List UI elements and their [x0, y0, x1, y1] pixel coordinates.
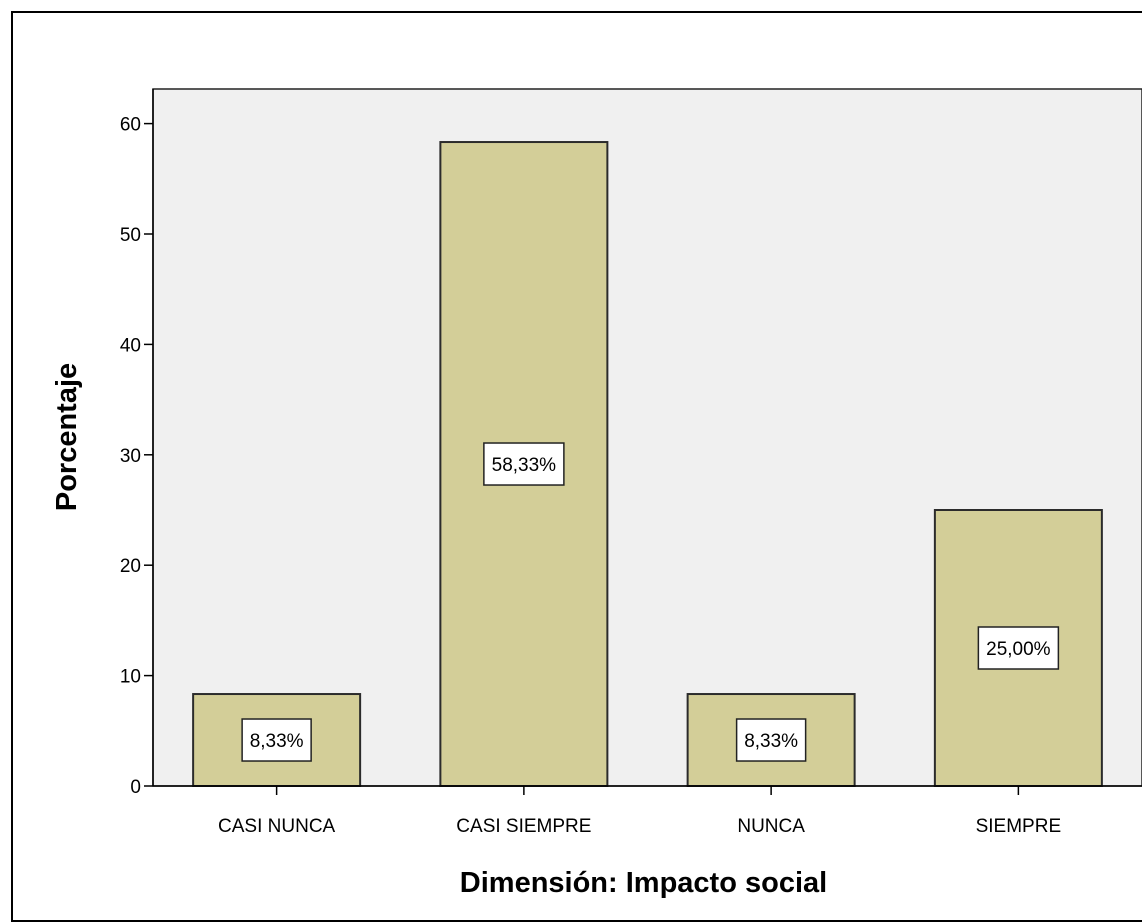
y-tick-label: 0: [130, 777, 141, 798]
data-label-box: [735, 718, 807, 762]
y-axis-title: Porcentaje: [51, 363, 83, 511]
data-label: 58,33%: [492, 455, 557, 476]
data-label-box: [241, 718, 312, 762]
data-label: 25,00%: [986, 639, 1051, 660]
data-label: 8,33%: [250, 731, 304, 752]
x-tick-label: CASI NUNCA: [218, 816, 336, 837]
data-label: 8,33%: [744, 731, 798, 752]
data-label-box: [483, 442, 565, 486]
x-tick-label: CASI SIEMPRE: [456, 816, 591, 837]
y-tick-label: 30: [120, 446, 141, 467]
y-tick-label: 10: [120, 667, 141, 688]
y-tick-label: 50: [120, 225, 141, 246]
data-labels-layer: 8,33% 58,33% 8,33% 25,00%: [241, 442, 1060, 762]
y-tick-label: 60: [120, 115, 141, 136]
y-tick-label: 20: [120, 556, 141, 577]
x-tick-label: SIEMPRE: [976, 816, 1062, 837]
data-label-box: [977, 626, 1060, 670]
y-ticks-layer: 0 10 20 30 40 50 60: [120, 115, 153, 798]
x-ticks-layer: CASI NUNCA CASI SIEMPRE NUNCA SIEMPRE: [218, 786, 1061, 837]
x-tick-label: NUNCA: [737, 816, 805, 837]
x-axis-title: Dimensión: Impacto social: [460, 867, 827, 899]
y-tick-label: 40: [120, 335, 141, 356]
